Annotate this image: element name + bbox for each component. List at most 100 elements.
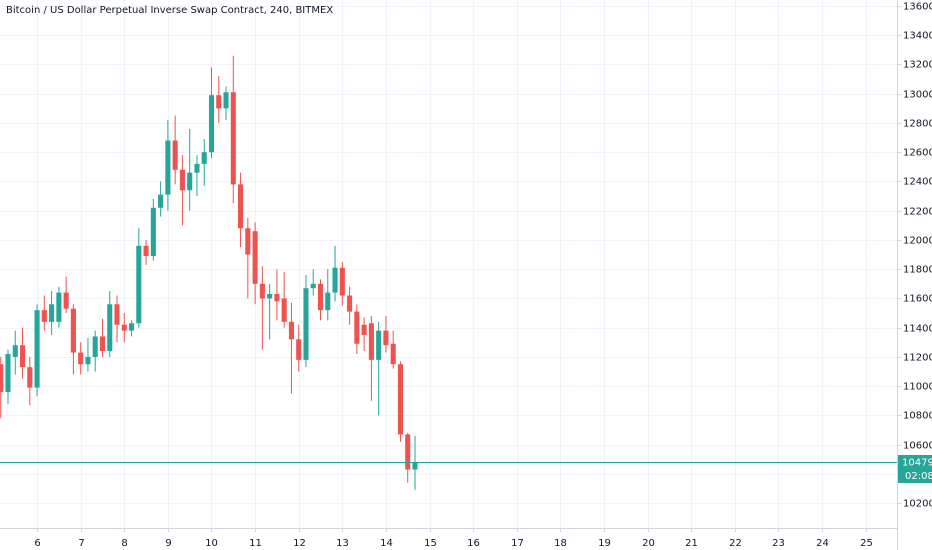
y-tick-label: 12200.0 [903,207,932,218]
candle-body [223,92,229,109]
candle-body [179,169,185,191]
y-tick-label: 11000.0 [903,382,932,393]
candle-body [136,245,142,324]
x-tick-label: 21 [685,538,698,549]
candle-body [310,283,316,289]
candle-body [194,163,200,173]
x-tick-label: 16 [467,538,480,549]
y-tick-label: 12000.0 [903,236,932,247]
candles [0,55,897,490]
candle-body [5,353,11,393]
candle-body [56,292,62,322]
x-tick-label: 7 [78,538,84,549]
candle-body [288,321,294,340]
x-tick-label: 23 [772,538,785,549]
candle-body [63,292,69,309]
candle-body [78,352,84,365]
candle-body [27,367,33,388]
y-tick-label: 13400.0 [903,31,932,42]
x-tick-label: 6 [34,538,40,549]
candle-body [172,140,178,170]
candle-body [12,345,18,357]
x-tick-label: 9 [165,538,171,549]
x-tick-label: 13 [336,538,349,549]
x-tick-label: 19 [598,538,611,549]
candle-body [245,228,251,255]
candle-body [0,364,4,393]
candle-body [405,434,411,470]
candle-body [325,292,331,311]
y-tick-label: 11200.0 [903,353,932,364]
x-tick-label: 10 [205,538,218,549]
candle-body [383,330,389,346]
candle-body [368,323,374,360]
candle-body [317,283,324,311]
candle-body [274,294,280,302]
y-tick-label: 10200.0 [903,499,932,510]
y-tick-label: 12800.0 [903,119,932,130]
candle-body [143,245,149,257]
x-tick-label: 20 [642,538,655,549]
y-tick-label: 12600.0 [903,148,932,159]
candle-body [252,231,258,284]
axes: 10200.010400.010600.010800.011000.011200… [34,2,932,549]
candle-body [49,304,55,322]
y-tick-label: 13000.0 [903,90,932,101]
candle-body [397,364,404,435]
countdown-box [898,469,932,483]
candle-body [238,184,244,229]
candle-body [208,95,215,153]
candle-body [41,310,47,322]
last-price-box [898,455,932,469]
x-tick-label: 12 [293,538,306,549]
candle-body [34,310,40,388]
x-tick-label: 17 [511,538,524,549]
candle-body [390,343,396,365]
y-tick-label: 10600.0 [903,441,932,452]
candle-body [165,140,171,195]
candle-body [230,92,236,185]
candle-body [332,267,338,293]
candle-body [92,336,98,357]
candle-body [216,95,222,109]
candle-body [187,172,193,191]
candle-body [107,304,113,352]
grid [0,0,897,528]
y-tick-label: 12400.0 [903,177,932,188]
candle-body [150,207,156,257]
y-tick-label: 13200.0 [903,60,932,71]
y-tick-label: 13600.0 [903,2,932,13]
candle-body [376,330,382,360]
candle-body [121,324,127,331]
x-tick-label: 18 [554,538,567,549]
candle-body [129,323,135,331]
candle-body [201,152,207,164]
candle-body [354,311,360,344]
x-tick-label: 14 [380,538,393,549]
y-tick-label: 11800.0 [903,265,932,276]
x-tick-label: 15 [424,538,437,549]
candle-body [19,345,26,368]
y-tick-label: 11400.0 [903,324,932,335]
chart-title: Bitcoin / US Dollar Perpetual Inverse Sw… [6,5,333,16]
candle-body [99,336,106,352]
candle-body [281,298,287,322]
x-tick-label: 25 [860,538,873,549]
x-tick-label: 11 [249,538,262,549]
candle-body [361,324,367,335]
y-tick-label: 11600.0 [903,294,932,305]
candle-body [347,295,353,312]
last-price-label: 10479.0 [902,458,932,469]
y-tick-label: 10800.0 [903,411,932,422]
countdown-label: 02:08 [905,471,932,482]
candle-body [158,194,164,208]
candle-body [412,462,418,470]
x-tick-label: 24 [816,538,829,549]
candle-body [114,304,120,325]
x-tick-label: 8 [121,538,127,549]
candle-body [303,288,309,360]
candle-body [339,267,345,296]
